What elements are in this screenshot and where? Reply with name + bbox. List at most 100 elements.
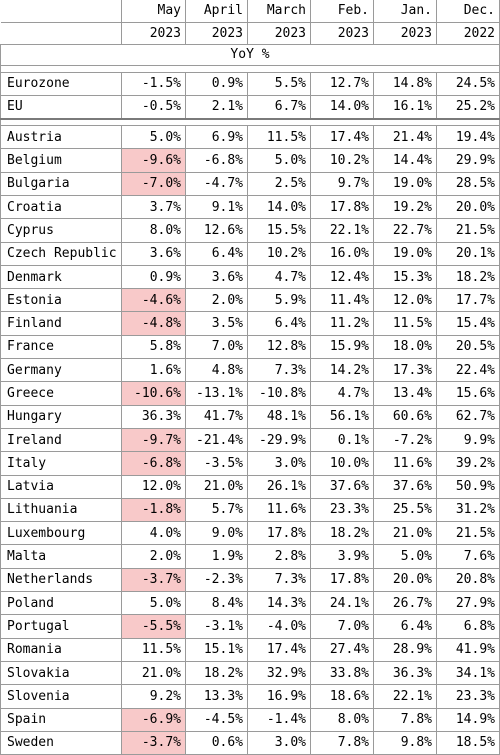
value-cell: 9.2%: [121, 684, 186, 709]
value-cell: 25.2%: [436, 94, 500, 120]
value-cell: 11.4%: [310, 288, 374, 313]
value-cell: 22.1%: [373, 684, 437, 709]
value-cell: 60.6%: [373, 404, 437, 429]
value-cell: 3.0%: [247, 451, 311, 476]
value-cell: 0.1%: [310, 427, 374, 453]
value-cell: 5.0%: [247, 148, 311, 173]
value-cell: 18.2%: [185, 660, 248, 686]
value-cell: 39.2%: [436, 451, 500, 476]
row-label: EU: [0, 94, 122, 120]
value-cell: 29.9%: [436, 148, 500, 173]
value-cell: -13.1%: [185, 381, 248, 406]
value-cell: 27.4%: [310, 637, 374, 662]
value-cell: 3.7%: [121, 194, 186, 220]
value-cell: 24.5%: [436, 71, 500, 96]
month-header: March: [247, 0, 311, 23]
value-cell: 14.0%: [310, 94, 374, 120]
value-cell: 11.5%: [247, 125, 311, 150]
row-label: Belgium: [0, 148, 122, 173]
row-label: Latvia: [0, 474, 122, 499]
value-cell: 22.1%: [310, 218, 374, 243]
value-cell: -6.8%: [121, 451, 186, 476]
value-cell: 2.1%: [185, 94, 248, 120]
year-header: 2023: [373, 21, 437, 45]
value-cell: 16.9%: [247, 684, 311, 709]
value-cell: 18.5%: [436, 730, 500, 755]
value-cell: 11.5%: [121, 637, 186, 662]
value-cell: 34.1%: [436, 660, 500, 686]
row-label: Greece: [0, 381, 122, 406]
row-label: Germany: [0, 358, 122, 383]
row-label: Denmark: [0, 264, 122, 290]
table-row: Bulgaria -7.0% -4.7% 2.5% 9.7% 19.0% 28.5%: [0, 171, 500, 196]
value-cell: 5.7%: [185, 497, 248, 523]
corner-cell: [0, 0, 122, 23]
value-cell: 6.9%: [185, 125, 248, 150]
table-row: Spain -6.9% -4.5% -1.4% 8.0% 7.8% 14.9%: [0, 707, 500, 732]
table-row: Portugal -5.5% -3.1% -4.0% 7.0% 6.4% 6.8%: [0, 614, 500, 639]
table-row: Belgium -9.6% -6.8% 5.0% 10.2% 14.4% 29.9%: [0, 148, 500, 173]
value-cell: 2.5%: [247, 171, 311, 196]
value-cell: -4.6%: [121, 288, 186, 313]
value-cell: 18.2%: [436, 264, 500, 290]
table-row: Luxembourg 4.0% 9.0% 17.8% 18.2% 21.0% 21.5%: [0, 521, 500, 546]
value-cell: -1.4%: [247, 707, 311, 732]
table-row: Austria 5.0% 6.9% 11.5% 17.4% 21.4% 19.4%: [0, 125, 500, 150]
table-row: Slovakia 21.0% 18.2% 32.9% 33.8% 36.3% 34.1%: [0, 660, 500, 686]
table-row: Czech Republic 3.6% 6.4% 10.2% 16.0% 19.0% 20.…: [0, 241, 500, 266]
value-cell: 7.8%: [310, 730, 374, 755]
value-cell: 10.2%: [247, 241, 311, 266]
row-label: Romania: [0, 637, 122, 662]
value-cell: 4.7%: [310, 381, 374, 406]
table-row: France 5.8% 7.0% 12.8% 15.9% 18.0% 20.5%: [0, 334, 500, 360]
value-cell: 36.3%: [373, 660, 437, 686]
row-label: Lithuania: [0, 497, 122, 523]
value-cell: 48.1%: [247, 404, 311, 429]
spacer-cell: [0, 64, 500, 73]
value-cell: 6.4%: [247, 311, 311, 336]
value-cell: 14.9%: [436, 707, 500, 732]
value-cell: 12.4%: [310, 264, 374, 290]
value-cell: 7.0%: [310, 614, 374, 639]
value-cell: 18.2%: [310, 521, 374, 546]
table-row: Eurozone -1.5% 0.9% 5.5% 12.7% 14.8% 24.5%: [0, 71, 500, 96]
value-cell: -3.7%: [121, 730, 186, 755]
corner-cell: [0, 22, 122, 45]
value-cell: 62.7%: [436, 404, 500, 429]
row-label: Ireland: [0, 427, 122, 453]
table-row: Malta 2.0% 1.9% 2.8% 3.9% 5.0% 7.6%: [0, 544, 500, 569]
value-cell: 12.8%: [247, 334, 311, 360]
value-cell: 22.4%: [436, 358, 500, 383]
value-cell: 0.9%: [185, 71, 248, 96]
value-cell: 3.5%: [185, 311, 248, 336]
value-cell: 4.8%: [185, 358, 248, 383]
table-row: Cyprus 8.0% 12.6% 15.5% 22.1% 22.7% 21.5%: [0, 218, 500, 243]
value-cell: 17.4%: [310, 125, 374, 150]
row-label: Netherlands: [0, 567, 122, 593]
value-cell: 50.9%: [436, 474, 500, 499]
value-cell: 36.3%: [121, 404, 186, 429]
value-cell: -29.9%: [247, 427, 311, 453]
value-cell: 18.6%: [310, 684, 374, 709]
value-cell: 9.9%: [436, 427, 500, 453]
table-row: Romania 11.5% 15.1% 17.4% 27.4% 28.9% 41.9%: [0, 637, 500, 662]
value-cell: 0.6%: [185, 730, 248, 755]
value-cell: 15.4%: [436, 311, 500, 336]
value-cell: 21.0%: [185, 474, 248, 499]
value-cell: -9.7%: [121, 427, 186, 453]
table-row: Finland -4.8% 3.5% 6.4% 11.2% 11.5% 15.4%: [0, 311, 500, 336]
value-cell: 26.1%: [247, 474, 311, 499]
value-cell: 17.8%: [310, 194, 374, 220]
value-cell: 4.7%: [247, 264, 311, 290]
value-cell: 8.0%: [310, 707, 374, 732]
value-cell: 21.4%: [373, 125, 437, 150]
value-cell: 17.4%: [247, 637, 311, 662]
value-cell: 17.3%: [373, 358, 437, 383]
unit-label: YoY %: [0, 43, 500, 66]
value-cell: 3.9%: [310, 544, 374, 569]
row-label: Spain: [0, 707, 122, 732]
value-cell: 5.9%: [247, 288, 311, 313]
value-cell: 28.9%: [373, 637, 437, 662]
value-cell: 21.5%: [436, 218, 500, 243]
